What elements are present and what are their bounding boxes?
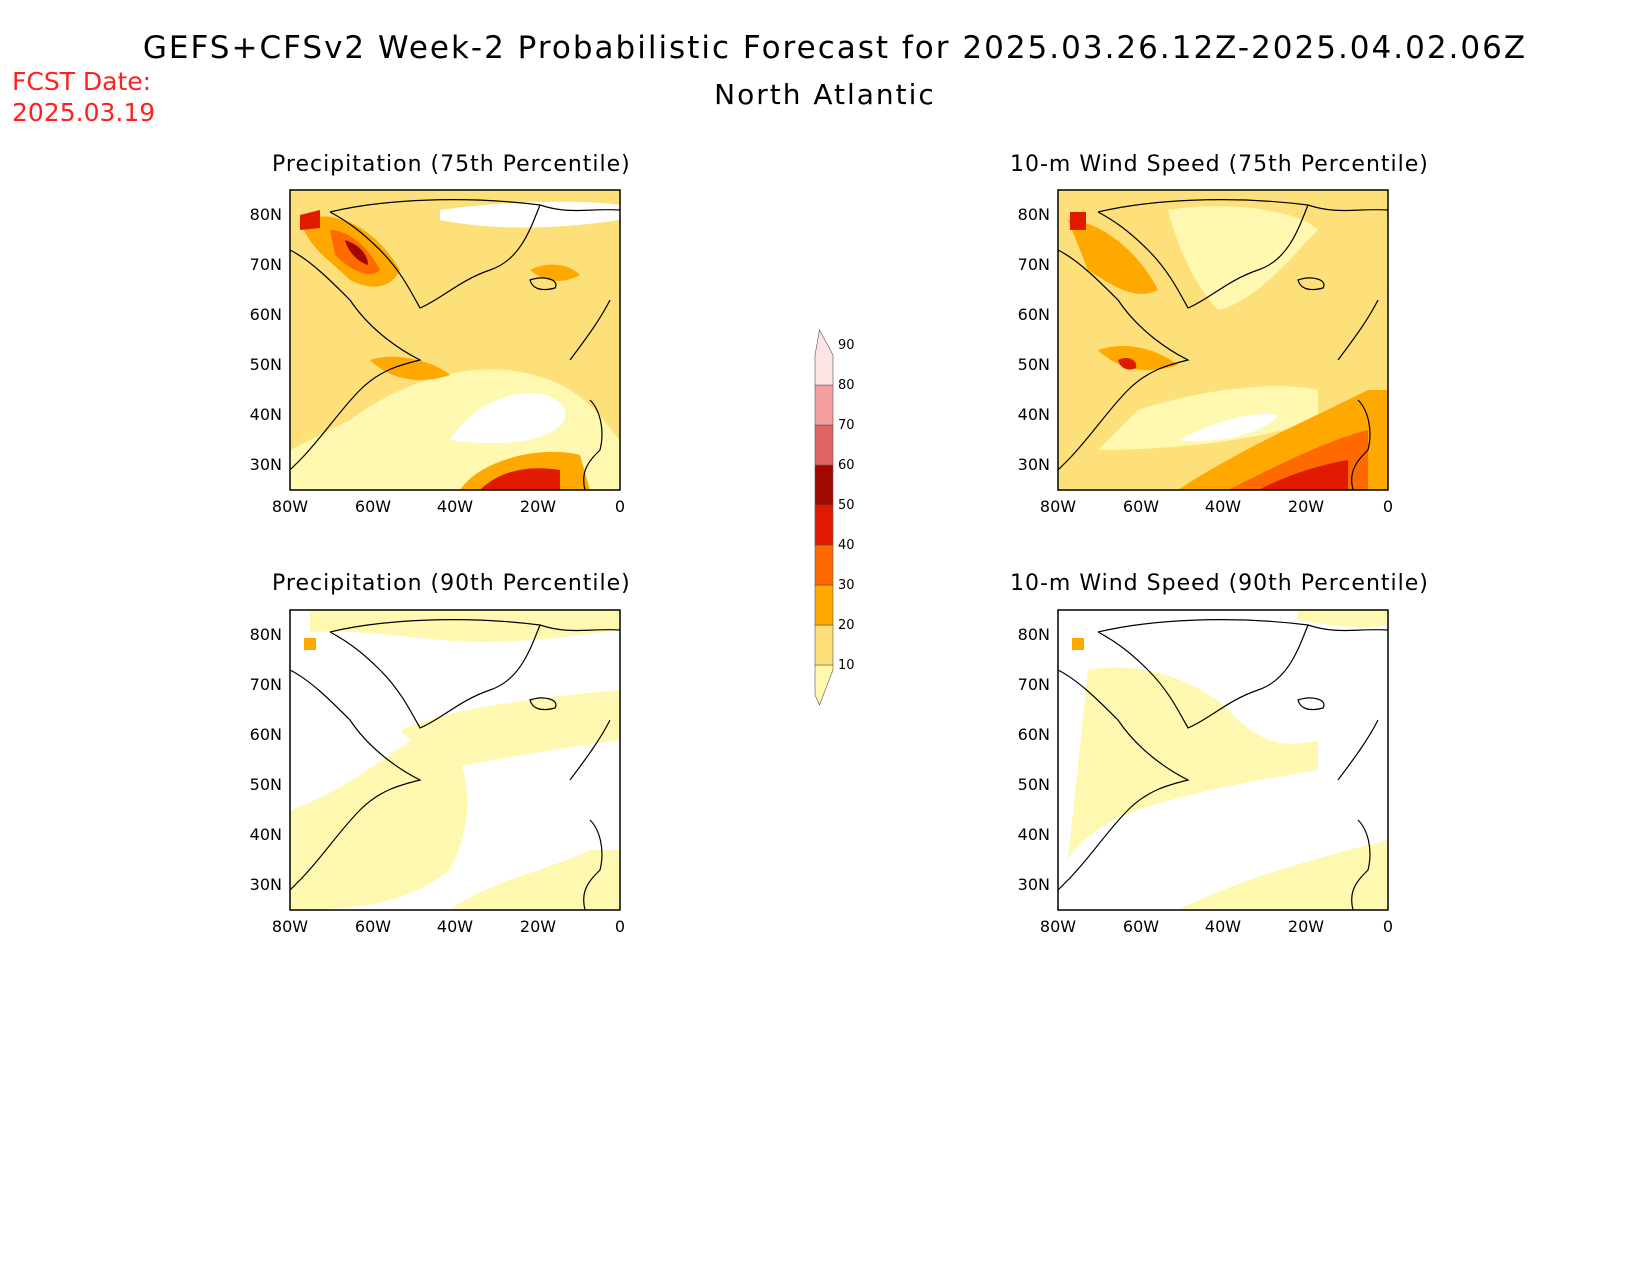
lon-tick: 20W bbox=[520, 917, 556, 936]
colorbar-label: 30 bbox=[838, 578, 855, 593]
map-precip75: 80N 70N 60N 50N 40N 30N 80W 60W 40W 20W … bbox=[250, 189, 625, 516]
colorbar-label: 90 bbox=[838, 338, 855, 353]
lat-tick: 60N bbox=[1018, 725, 1050, 744]
colorbar-label: 40 bbox=[838, 538, 855, 553]
lat-tick: 60N bbox=[250, 305, 282, 324]
lat-tick: 80N bbox=[250, 625, 282, 644]
lon-tick: 20W bbox=[1288, 917, 1324, 936]
lat-tick: 80N bbox=[250, 205, 282, 224]
page-title: GEFS+CFSv2 Week-2 Probabilistic Forecast… bbox=[142, 30, 1528, 66]
lat-tick: 50N bbox=[250, 355, 282, 374]
lon-tick: 40W bbox=[437, 917, 473, 936]
colorbar-label: 50 bbox=[838, 498, 855, 513]
lon-tick: 80W bbox=[1040, 917, 1076, 936]
lat-tick: 70N bbox=[250, 675, 282, 694]
lat-tick: 60N bbox=[1018, 305, 1050, 324]
colorbar-label: 20 bbox=[838, 618, 855, 633]
lat-tick: 80N bbox=[1018, 625, 1050, 644]
map-precip90: 80N 70N 60N 50N 40N 30N 80W 60W 40W 20W … bbox=[250, 609, 625, 936]
colorbar-swatch bbox=[814, 624, 834, 666]
lat-tick: 70N bbox=[250, 255, 282, 274]
lon-tick: 0 bbox=[615, 917, 625, 936]
lon-tick: 40W bbox=[437, 497, 473, 516]
lat-tick: 60N bbox=[250, 725, 282, 744]
colorbar: 10 20 30 40 50 60 70 80 90 bbox=[814, 329, 855, 706]
panel-title-wind75: 10-m Wind Speed (75th Percentile) bbox=[1010, 152, 1429, 177]
lon-tick: 40W bbox=[1205, 497, 1241, 516]
colorbar-swatch bbox=[814, 664, 834, 706]
lon-tick: 0 bbox=[1383, 917, 1393, 936]
colorbar-label: 70 bbox=[838, 418, 855, 433]
lon-tick: 60W bbox=[1123, 497, 1159, 516]
lon-tick: 60W bbox=[1123, 917, 1159, 936]
map-wind90: 80N 70N 60N 50N 40N 30N 80W 60W 40W 20W … bbox=[1018, 609, 1393, 936]
forecast-date: FCST Date: 2025.03.19 bbox=[12, 66, 155, 128]
lat-tick: 30N bbox=[1018, 455, 1050, 474]
colorbar-swatch bbox=[814, 464, 834, 506]
colorbar-label: 80 bbox=[838, 378, 855, 393]
lon-tick: 80W bbox=[272, 917, 308, 936]
lat-tick: 80N bbox=[1018, 205, 1050, 224]
lat-tick: 40N bbox=[1018, 405, 1050, 424]
colorbar-swatch bbox=[814, 544, 834, 586]
lat-tick: 40N bbox=[250, 825, 282, 844]
lon-tick: 60W bbox=[355, 497, 391, 516]
colorbar-swatch bbox=[814, 424, 834, 466]
lat-tick: 70N bbox=[1018, 675, 1050, 694]
forecast-date-value: 2025.03.19 bbox=[12, 98, 156, 127]
lon-tick: 0 bbox=[615, 497, 625, 516]
lat-tick: 30N bbox=[1018, 875, 1050, 894]
colorbar-swatch bbox=[814, 384, 834, 426]
lat-tick: 70N bbox=[1018, 255, 1050, 274]
colorbar-swatch bbox=[814, 329, 834, 386]
lat-tick: 30N bbox=[250, 455, 282, 474]
lat-tick: 40N bbox=[250, 405, 282, 424]
lat-tick: 30N bbox=[250, 875, 282, 894]
region-title: North Atlantic bbox=[714, 78, 936, 111]
colorbar-label: 60 bbox=[838, 458, 855, 473]
lon-tick: 0 bbox=[1383, 497, 1393, 516]
lon-tick: 40W bbox=[1205, 917, 1241, 936]
lat-tick: 50N bbox=[250, 775, 282, 794]
panel-title-precip90: Precipitation (90th Percentile) bbox=[272, 571, 631, 596]
colorbar-label: 10 bbox=[838, 658, 855, 673]
colorbar-swatch bbox=[814, 504, 834, 546]
lon-tick: 60W bbox=[355, 917, 391, 936]
lat-tick: 50N bbox=[1018, 355, 1050, 374]
colorbar-swatch bbox=[814, 584, 834, 626]
lon-tick: 80W bbox=[1040, 497, 1076, 516]
lat-tick: 40N bbox=[1018, 825, 1050, 844]
lon-tick: 80W bbox=[272, 497, 308, 516]
map-wind75: 80N 70N 60N 50N 40N 30N 80W 60W 40W 20W … bbox=[1018, 189, 1393, 516]
panel-title-wind90: 10-m Wind Speed (90th Percentile) bbox=[1010, 571, 1429, 596]
forecast-date-label: FCST Date: bbox=[12, 67, 152, 96]
lat-tick: 50N bbox=[1018, 775, 1050, 794]
panel-title-precip75: Precipitation (75th Percentile) bbox=[272, 152, 631, 177]
lon-tick: 20W bbox=[520, 497, 556, 516]
lon-tick: 20W bbox=[1288, 497, 1324, 516]
